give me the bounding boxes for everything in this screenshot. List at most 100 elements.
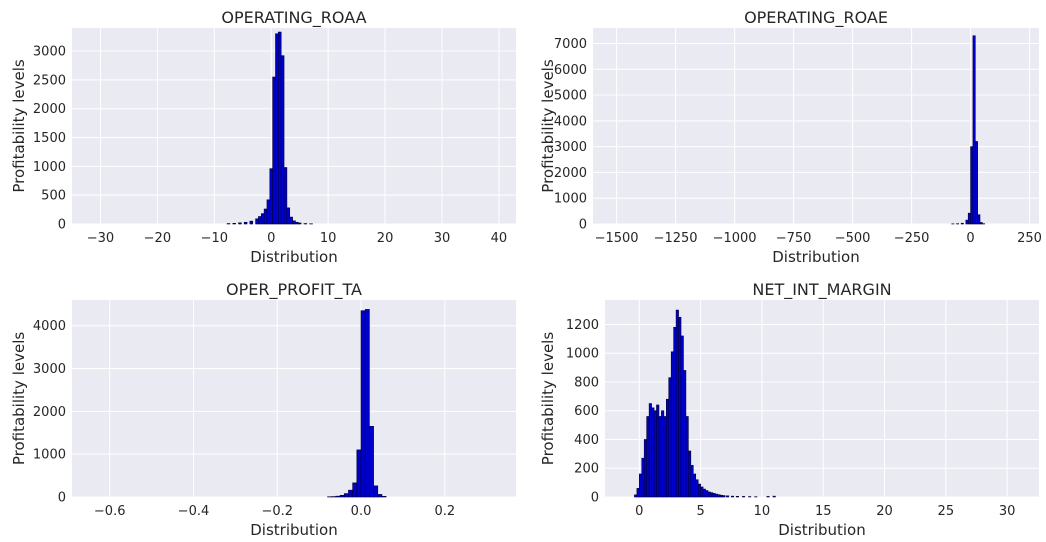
histogram-bar: [275, 33, 279, 225]
oper-profit-ta-gridlines: [72, 300, 516, 498]
net-int-margin-gridlines: [605, 300, 1039, 498]
histogram-bar: [348, 489, 353, 498]
histogram-bar: [772, 495, 776, 498]
x-tick-label: 15: [815, 504, 832, 519]
x-tick-label: 0.2: [434, 504, 455, 519]
y-tick-label: 2000: [33, 405, 66, 420]
histogram-bar: [258, 216, 262, 225]
histogram-bar: [232, 223, 236, 225]
histogram-bar: [272, 76, 276, 225]
net-int-margin-panel: 0 5 10 15 20 25 30 0 200 400 600 800 1000 1200 NET_INT…: [539, 280, 1039, 539]
histogram-bar: [717, 494, 721, 498]
operating-roaa-bars: [226, 31, 313, 225]
operating-roae-plot-area: [593, 28, 1039, 224]
net-int-margin-y-tick-labels: 0 200 400 600 800 1000 1200: [566, 318, 599, 506]
y-tick-label: 3000: [554, 140, 587, 155]
histogram-bar: [974, 141, 978, 225]
x-tick-label: 25: [938, 504, 955, 519]
histogram-bar: [726, 495, 730, 498]
oper-profit-ta-x-tick-labels: −0.6 −0.4 −0.2 0.0 0.2: [94, 504, 455, 519]
histogram-bar: [369, 426, 374, 498]
operating-roae-x-axis-label: Distribution: [772, 248, 860, 266]
x-tick-label: −30: [87, 231, 114, 246]
x-tick-label: 0: [635, 504, 643, 519]
oper-profit-ta-y-tick-labels: 0 1000 2000 3000 4000: [33, 319, 66, 505]
x-tick-label: −0.6: [94, 504, 126, 519]
histogram-bar: [970, 146, 974, 225]
y-tick-label: 5000: [554, 89, 587, 104]
histogram-bar: [243, 221, 248, 225]
histogram-bar: [712, 493, 716, 498]
histogram-bar: [675, 309, 679, 498]
histogram-bar: [280, 55, 285, 225]
operating-roaa-plot-area: [72, 28, 516, 224]
net-int-margin-title: NET_INT_MARGIN: [752, 280, 891, 300]
histogram-bar: [249, 220, 254, 225]
histogram-bar: [269, 168, 273, 225]
histogram-bar: [678, 316, 682, 498]
histogram-bar: [263, 208, 268, 225]
net-int-margin-x-tick-labels: 0 5 10 15 20 25 30: [635, 504, 1015, 519]
histogram-bar: [648, 403, 652, 498]
x-tick-label: 0.0: [351, 504, 372, 519]
histogram-bar: [286, 207, 291, 225]
histogram-bar: [670, 351, 674, 498]
y-tick-label: 2000: [554, 166, 587, 181]
y-tick-label: 1000: [33, 160, 66, 175]
histogram-bar: [295, 221, 299, 225]
histogram-bar: [339, 494, 345, 498]
y-tick-label: 1000: [566, 347, 599, 362]
y-tick-label: 0: [58, 491, 66, 506]
histogram-bar: [668, 377, 672, 498]
histogram-bar: [766, 496, 770, 498]
histogram-bar: [646, 416, 650, 498]
histogram-bar: [260, 213, 265, 225]
histogram-bar: [381, 496, 387, 498]
x-tick-label: 0: [267, 231, 275, 246]
operating-roae-panel: −1500 −1250 −1000 −750 −500 −250 0 250 0 1000 2000…: [539, 8, 1042, 266]
y-tick-label: 6000: [554, 63, 587, 78]
x-tick-label: −750: [776, 231, 812, 246]
histogram-bar: [373, 485, 379, 498]
y-tick-label: 1000: [554, 192, 587, 207]
x-tick-label: −1000: [713, 231, 757, 246]
histogram-bar: [685, 416, 689, 498]
histogram-bar: [742, 496, 746, 498]
histogram-bar: [364, 309, 370, 498]
operating-roae-y-tick-labels: 0 1000 2000 3000 4000 5000 6000 7000: [554, 37, 587, 233]
y-tick-label: 1200: [566, 318, 599, 333]
histogram-bar: [636, 488, 640, 498]
histogram-bar: [979, 222, 983, 225]
oper-profit-ta-plot-area: [72, 300, 516, 497]
oper-profit-ta-bars: [327, 309, 387, 498]
x-tick-label: −1500: [595, 231, 639, 246]
histogram-bar: [634, 494, 638, 498]
operating-roae-x-tick-labels: −1500 −1250 −1000 −750 −500 −250 0 250: [595, 231, 1042, 246]
oper-profit-ta-panel: −0.6 −0.4 −0.2 0.0 0.2 0 1000 2000 3000 4000 OPER_…: [10, 280, 516, 539]
x-tick-label: 40: [491, 231, 508, 246]
histogram-bar: [639, 473, 643, 498]
x-tick-label: −10: [201, 231, 228, 246]
histogram-bar: [690, 465, 694, 498]
x-tick-label: −500: [835, 231, 871, 246]
histogram-bar: [735, 495, 739, 498]
operating-roaa-x-tick-labels: −30 −20 −10 0 10 20 30 40: [87, 231, 507, 246]
histogram-bar: [705, 490, 709, 498]
histogram-bar: [356, 449, 362, 498]
histogram-bar: [283, 167, 288, 225]
operating-roae-bars: [951, 35, 986, 225]
x-tick-label: −0.2: [261, 504, 293, 519]
histogram-bar: [700, 486, 704, 498]
oper-profit-ta-title: OPER_PROFIT_TA: [226, 280, 362, 300]
y-tick-label: 200: [574, 462, 599, 477]
y-tick-label: 0: [591, 491, 599, 506]
histogram-bar: [653, 410, 657, 498]
histogram-bar: [730, 495, 735, 498]
histogram-bar: [665, 398, 670, 498]
histogram-bar: [697, 483, 701, 498]
y-tick-label: 800: [574, 375, 599, 390]
x-tick-label: 20: [377, 231, 394, 246]
x-tick-label: 0: [966, 231, 974, 246]
y-tick-label: 1000: [33, 448, 66, 463]
